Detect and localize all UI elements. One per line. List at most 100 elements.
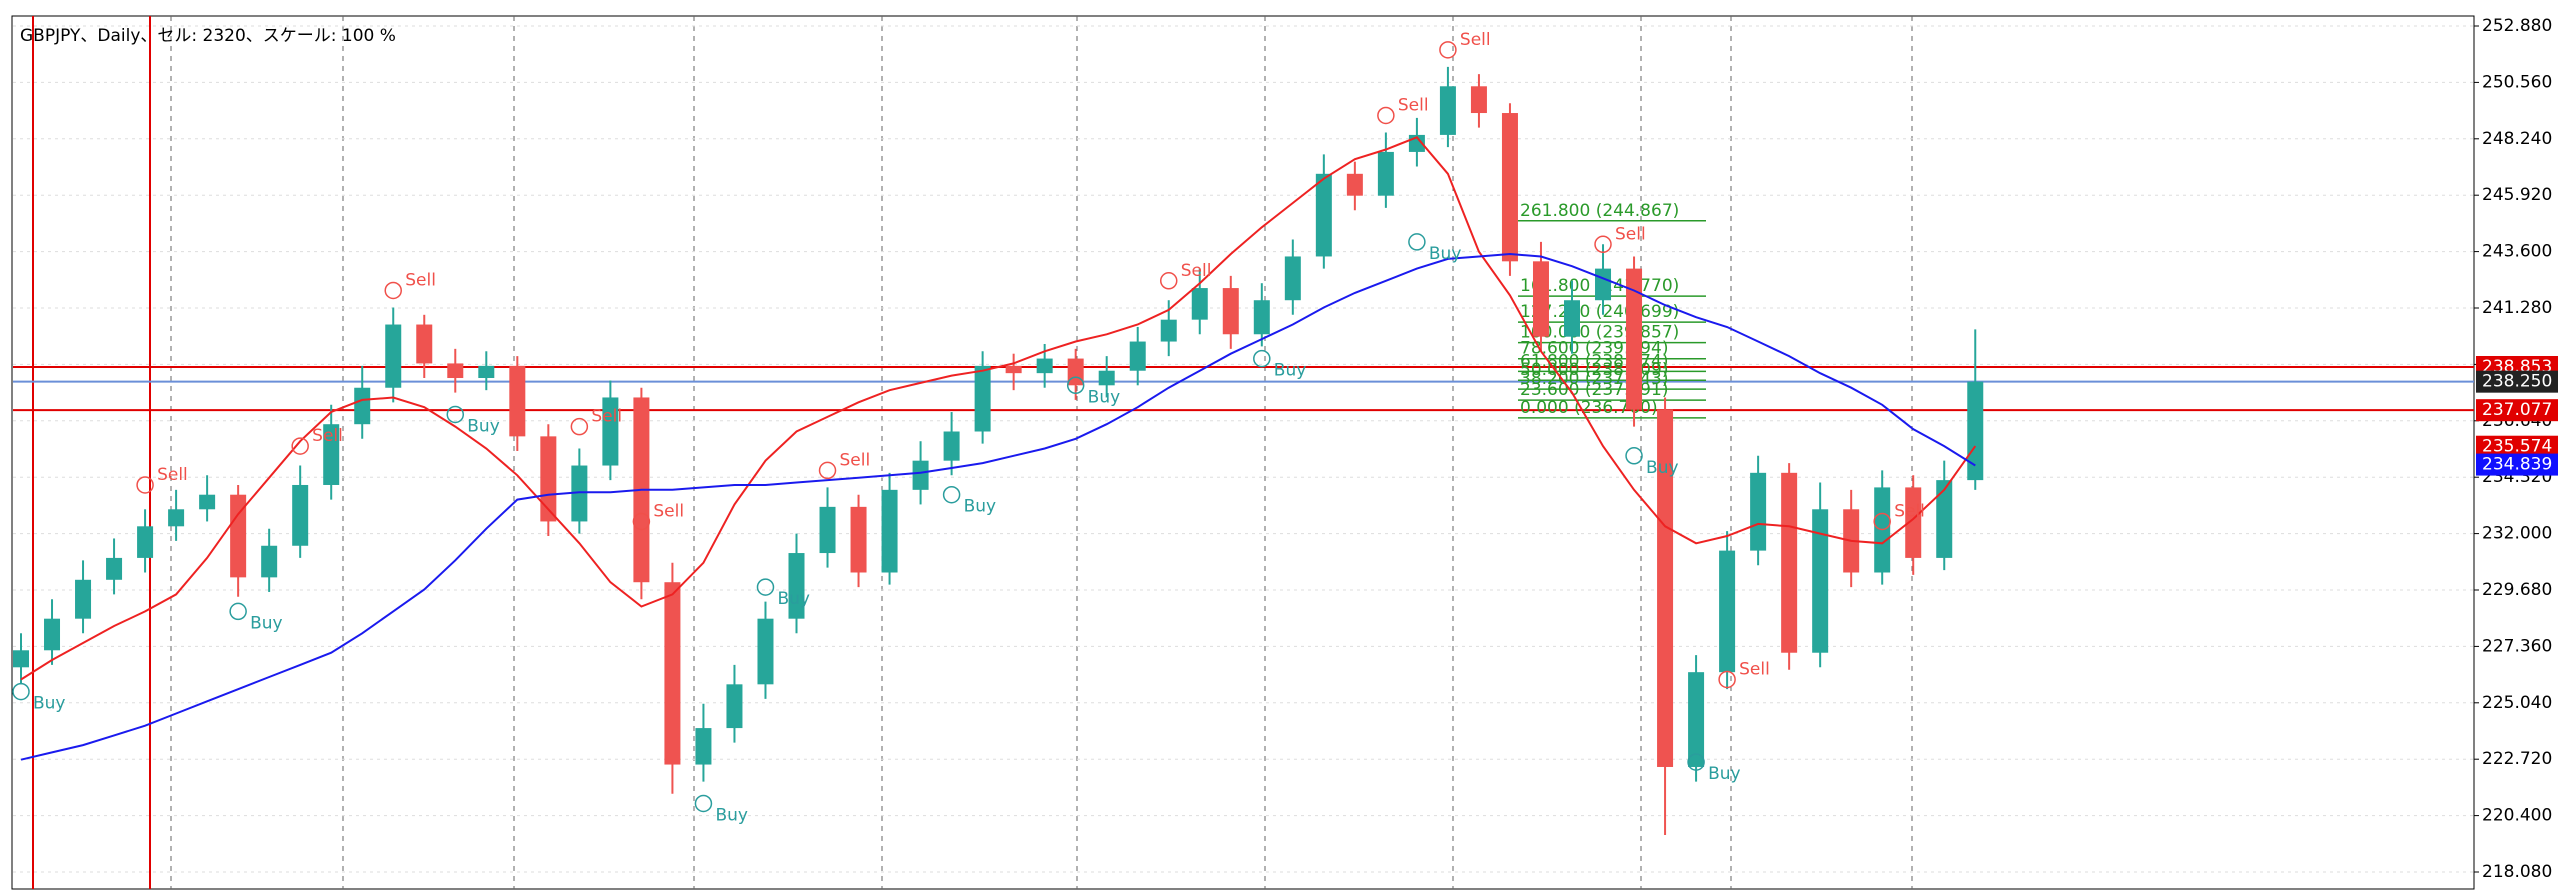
candle-body: [1626, 268, 1643, 410]
signal-label: Buy: [715, 805, 748, 825]
candle-body: [509, 365, 526, 437]
candle-body: [1346, 173, 1363, 196]
signal-label: Buy: [1708, 764, 1741, 784]
y-tick-label: 220.400: [2482, 806, 2552, 826]
signal-marker: [1066, 376, 1085, 395]
candle-body: [974, 365, 991, 432]
moving-average: [20, 252, 1976, 761]
candle-body: [230, 494, 247, 578]
y-tick-label: 222.720: [2482, 749, 2552, 769]
y-tick-label: 241.280: [2482, 298, 2552, 318]
signal-marker: [1159, 272, 1178, 290]
candle-body: [1160, 319, 1177, 342]
signal-marker: [942, 485, 961, 504]
y-tick-label: 232.000: [2482, 524, 2552, 544]
candle-body: [1564, 300, 1580, 337]
candle-body: [416, 324, 433, 364]
candle-body: [1532, 261, 1549, 337]
candle-body: [1750, 472, 1767, 551]
signal-marker: [1594, 235, 1612, 254]
candle-body: [323, 424, 340, 485]
candle-body: [571, 465, 588, 522]
signal-label: Sell: [405, 270, 436, 290]
signal-marker: [1377, 106, 1395, 125]
y-tick-label: 229.680: [2482, 580, 2552, 600]
price-tag-label: 237.077: [2482, 400, 2552, 420]
signal-marker: [756, 578, 775, 596]
candle-body: [850, 506, 867, 573]
candle-body: [1253, 300, 1270, 335]
price-tag: [2476, 435, 2558, 458]
price-tag: [2476, 370, 2558, 393]
signal-marker: [229, 602, 247, 621]
signal-label: Buy: [777, 589, 810, 609]
signal-marker: [291, 437, 309, 455]
candle-body: [1967, 381, 1984, 481]
moving-average: [20, 136, 1977, 681]
candle-body: [1036, 358, 1053, 374]
y-tick-label: 243.600: [2482, 242, 2552, 262]
signal-label: Buy: [250, 613, 283, 633]
candle-body: [819, 506, 836, 554]
candle-body: [1657, 409, 1674, 767]
candle-body: [757, 618, 774, 685]
candle-body: [1595, 268, 1612, 301]
signal-label: Buy: [1646, 458, 1679, 478]
candle-body: [1191, 288, 1208, 320]
signal-label: Sell: [591, 407, 622, 427]
signal-marker: [570, 417, 589, 436]
candle-body: [726, 684, 743, 729]
candle-body: [1781, 472, 1798, 653]
signal-label: Buy: [1274, 361, 1307, 381]
signal-label: Buy: [964, 497, 997, 517]
signal-label: Sell: [157, 465, 188, 485]
candle-body: [1315, 173, 1332, 257]
signal-marker: [694, 794, 713, 813]
signal-label: Sell: [1739, 659, 1770, 679]
candle-body: [44, 618, 61, 651]
price-tag: [2476, 453, 2558, 476]
candle-body: [1905, 487, 1922, 558]
candle-body: [478, 365, 495, 379]
candle-body: [1284, 256, 1301, 301]
candle-body: [1470, 86, 1487, 114]
signal-label: Sell: [1460, 30, 1491, 50]
candle-body: [199, 494, 216, 510]
candle-body: [261, 545, 278, 578]
price-tag-label: 235.574: [2482, 437, 2552, 457]
price-tag-label: 238.250: [2482, 372, 2552, 392]
candle-body: [1098, 370, 1115, 386]
candle-body: [137, 526, 154, 558]
candle-body: [1688, 672, 1705, 767]
signal-label: Buy: [467, 416, 500, 436]
candle-body: [292, 484, 309, 546]
signal-label: Sell: [1615, 224, 1646, 244]
candle-body: [385, 324, 402, 388]
plot-frame: [11, 15, 2475, 890]
candle-body: [1439, 86, 1456, 135]
signal-label: Sell: [840, 450, 871, 470]
y-tick-label: 225.040: [2482, 693, 2552, 713]
signal-marker: [1625, 447, 1643, 465]
candle-body: [540, 436, 557, 522]
candle-body: [664, 582, 681, 765]
signal-label: Buy: [33, 694, 66, 714]
candle-body: [1719, 550, 1736, 673]
signal-label: Sell: [312, 426, 343, 446]
y-tick-label: 245.920: [2482, 185, 2552, 205]
candle-body: [1501, 113, 1518, 262]
y-tick-label: 248.240: [2482, 129, 2552, 149]
chart-title: GBPJPY、Daily、セル: 2320、スケール: 100 %: [20, 26, 396, 46]
signal-label: Sell: [653, 501, 684, 521]
y-tick-label: 218.080: [2482, 862, 2552, 882]
signal-marker: [1687, 753, 1705, 771]
signal-marker: [1253, 349, 1271, 368]
candle-body: [1377, 151, 1394, 196]
fib-label: 0.000 (236.760): [1520, 398, 1658, 418]
signal-marker: [384, 281, 402, 300]
candle-body: [912, 460, 929, 490]
signal-label: Sell: [1894, 501, 1925, 521]
candle-body: [788, 553, 805, 619]
candle-body: [602, 397, 619, 466]
